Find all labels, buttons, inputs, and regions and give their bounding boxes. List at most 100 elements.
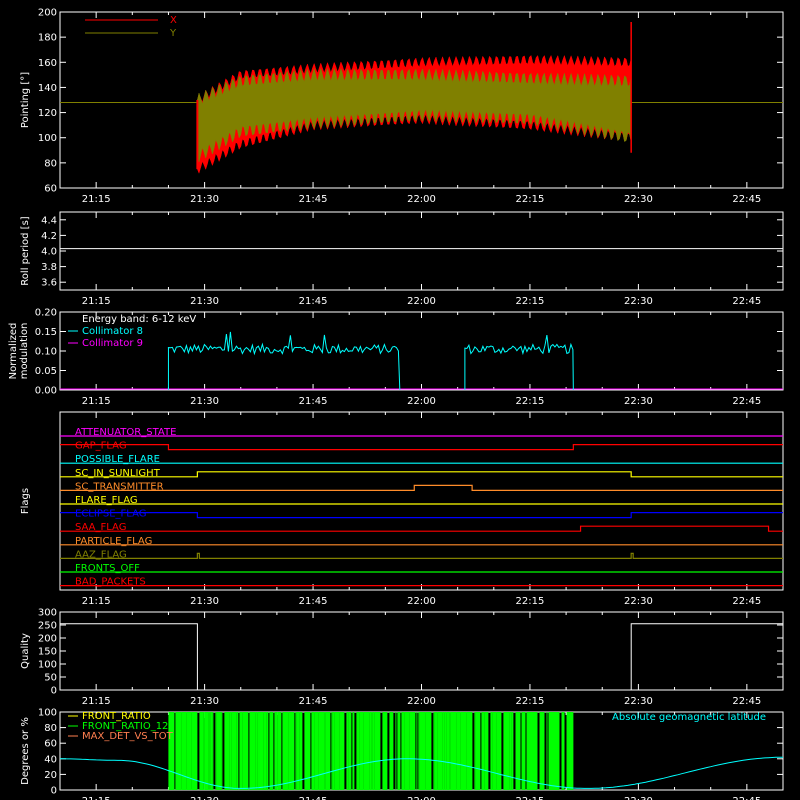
front-ratio-bar [191,712,198,790]
front-ratio-bars [168,712,574,790]
front-ratio-bar [181,712,187,790]
panel-4: 21:15 21:30 21:45 22:00 22:15 22:30 22:45 Flags… [20,411,784,607]
front-ratio-bar [446,712,450,790]
front-ratio-bar [450,712,457,790]
front-ratio-bar [331,712,333,790]
front-ratio-bar [209,712,211,790]
y-tick-label: 140 [38,83,57,94]
front-ratio-bar [288,712,295,790]
y-tick-label: 0.00 [35,386,57,397]
x-tick-label: 22:00 [407,696,436,707]
panel-1: 21:15 21:30 21:45 22:00 22:15 22:30 22:45 60 80 1… [20,8,784,205]
x-tick-label: 21:30 [190,596,219,607]
flag-label-gap-flag: GAP_FLAG [75,441,127,452]
front-ratio-bar [554,712,560,790]
y-axis-label: Degrees or % [20,717,31,785]
front-ratio-bar [521,712,526,790]
panel-5: 21:15 21:30 21:45 22:00 22:15 22:30 22:45 0 50 10… [20,608,784,707]
front-ratio-bar [318,712,325,790]
y-axis-label: Normalized [8,323,19,380]
legend-label-collimator-8: Collimator 8 [82,326,143,337]
front-ratio-bar [449,712,451,790]
y-tick-label: 150 [38,647,57,658]
y-tick-label: 80 [44,723,57,734]
front-ratio-bar [359,712,364,790]
y-tick-label: 200 [38,8,57,19]
front-ratio-bar [372,712,375,790]
front-ratio-bar [401,712,405,790]
front-ratio-bar [539,712,545,790]
x-tick-label: 21:45 [299,396,328,407]
front-ratio-bar [348,712,352,790]
y-tick-label: 0.20 [35,308,57,319]
y-tick-label: 100 [38,660,57,671]
front-ratio-bar [346,712,349,790]
x-tick-label: 21:45 [299,194,328,205]
x-tick-label: 21:45 [299,696,328,707]
x-tick-label: 22:00 [407,194,436,205]
front-ratio-bar [255,712,258,790]
y-tick-label: 0.10 [35,347,57,358]
flag-trace-aaz-flag [60,552,783,559]
y-tick-label: 4.2 [41,231,57,242]
x-tick-label: 22:45 [732,696,761,707]
legend-label-y: Y [169,28,177,39]
front-ratio-bar [496,712,502,790]
front-ratio-bar [509,712,512,790]
y-tick-label: 0 [51,786,57,797]
front-ratio-bar [371,712,373,790]
front-ratio-bar [324,712,326,790]
front-ratio-bar [224,712,230,790]
front-ratio-bar [282,712,289,790]
front-ratio-bar [311,712,315,790]
front-ratio-bar [263,712,267,790]
y-tick-label: 0.15 [35,327,57,338]
front-ratio-bar [221,712,223,790]
front-ratio-bar [199,712,204,790]
y-tick-label: 40 [44,754,57,765]
front-ratio-bar [229,712,232,790]
x-tick-label: 22:00 [407,596,436,607]
energy-band-annotation: Energy band: 6-12 keV [82,314,196,325]
x-tick-label: 22:30 [624,696,653,707]
front-ratio-bar [269,712,274,790]
geomagnetic-latitude-line [60,756,784,789]
front-ratio-bar [546,712,548,790]
front-ratio-bar [186,712,192,790]
flag-trace-sc-transmitter [60,484,783,491]
flag-trace-sc-in-sunlight [60,471,783,478]
front-ratio-bar [363,712,370,790]
front-ratio-bar [466,712,473,790]
front-ratio-bar [277,712,282,790]
x-tick-label: 21:30 [190,796,219,800]
front-ratio-bar [257,712,264,790]
front-ratio-bar [409,712,416,790]
collimator-8-segment-1 [167,331,401,391]
front-ratio-bar [397,712,401,790]
front-ratio-bar [356,712,360,790]
y-tick-label: 50 [44,673,57,684]
x-tick-label: 21:15 [82,296,111,307]
front-ratio-bar [460,712,467,790]
panel-3: 21:15 21:30 21:45 22:00 22:15 22:30 22:45 0.00 0… [8,308,784,407]
front-ratio-bar [418,712,420,790]
front-ratio-bar [561,712,565,790]
x-tick-label: 21:15 [82,396,111,407]
front-ratio-bar [236,712,239,790]
front-ratio-bar [437,712,443,790]
front-ratio-bar [526,712,530,790]
y-tick-label: 120 [38,108,57,119]
x-tick-label: 22:15 [516,596,545,607]
flag-label-flare-flag: FLARE_FLAG [75,495,138,506]
front-ratio-bar [535,712,538,790]
x-tick-label: 22:45 [732,296,761,307]
flag-label-aaz-flag: AAZ_FLAG [75,549,127,560]
x-tick-label: 22:00 [407,296,436,307]
flag-label-saa-flag: SAA_FLAG [75,522,126,533]
x-tick-label: 22:45 [732,596,761,607]
x-tick-label: 22:30 [624,194,653,205]
front-ratio-bar [374,712,381,790]
front-ratio-bar [425,712,432,790]
front-ratio-bar [325,712,331,790]
flag-label-eclipse-flag: ECLIPSE_FLAG [75,509,146,520]
